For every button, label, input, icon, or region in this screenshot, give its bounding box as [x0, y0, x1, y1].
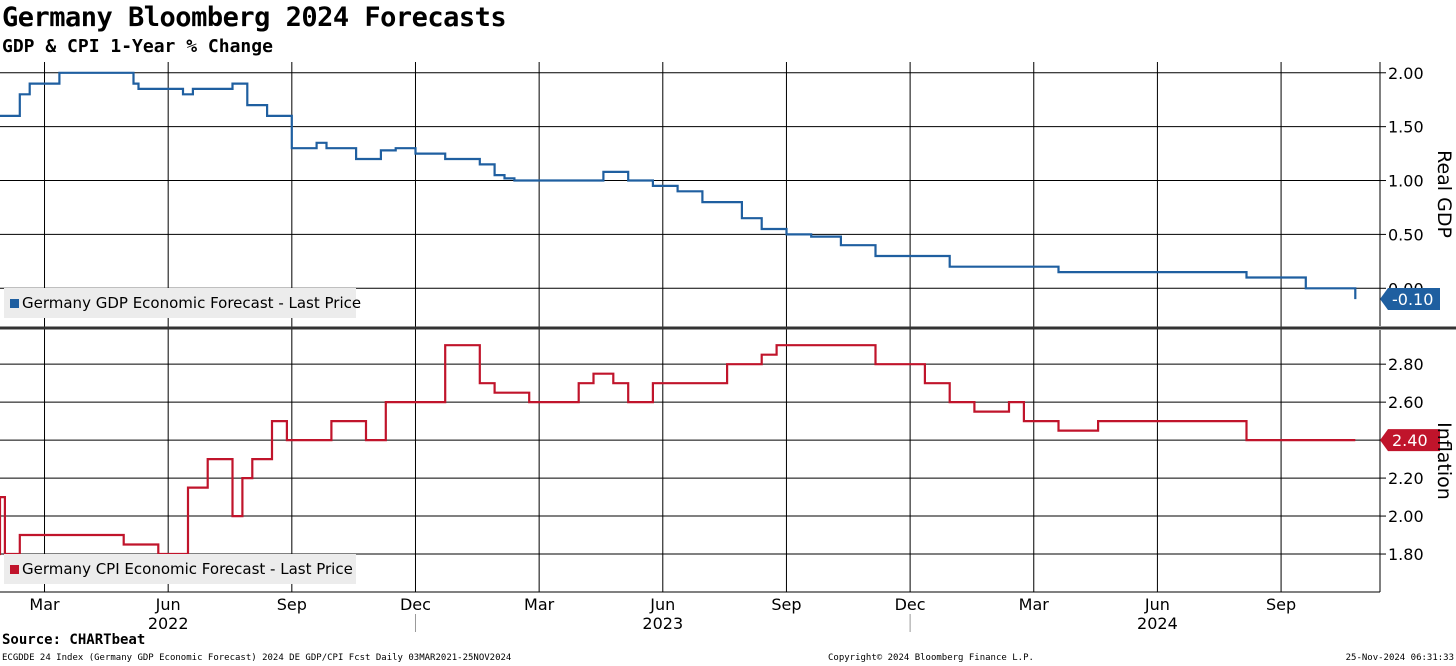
y-tick-label: 0.50: [1388, 225, 1424, 244]
y-tick-label: 1.50: [1388, 118, 1424, 137]
x-month-label: Jun: [155, 595, 181, 614]
x-month-label: Sep: [1266, 595, 1296, 614]
x-month-label: Dec: [895, 595, 926, 614]
x-month-label: Dec: [400, 595, 431, 614]
x-month-label: Sep: [771, 595, 801, 614]
x-month-label: Mar: [524, 595, 555, 614]
legend-box: [4, 554, 356, 584]
y-tick-label: 2.80: [1388, 355, 1424, 374]
y-tick-label: 1.80: [1388, 545, 1424, 564]
chart-title: Germany Bloomberg 2024 Forecasts: [2, 2, 507, 33]
gdp-series-line: [0, 71, 1357, 300]
y-tick-label: 2.00: [1388, 507, 1424, 526]
footer-copyright: Copyright© 2024 Bloomberg Finance L.P.: [828, 653, 1034, 663]
x-month-label: Jun: [1144, 595, 1170, 614]
x-month-label: Sep: [277, 595, 307, 614]
x-year-label: 2023: [642, 614, 683, 633]
x-month-label: Mar: [1019, 595, 1050, 614]
legend-label: Germany GDP Economic Forecast - Last Pri…: [22, 294, 361, 312]
y-axis-title: Real GDP: [1433, 150, 1455, 238]
y-axis-title: Inflation: [1433, 422, 1455, 500]
legend-swatch: [10, 299, 19, 308]
y-tick-label: 2.00: [1388, 64, 1424, 83]
y-tick-label: 1.00: [1388, 172, 1424, 191]
x-month-label: Mar: [29, 595, 60, 614]
legend-swatch: [10, 565, 19, 574]
x-month-label: Jun: [649, 595, 675, 614]
y-tick-label: 2.60: [1388, 393, 1424, 412]
cpi-series-line: [0, 344, 1356, 556]
legend-label: Germany CPI Economic Forecast - Last Pri…: [22, 560, 353, 578]
source-note: Source: CHARTbeat: [2, 632, 146, 648]
last-value-label: 2.40: [1392, 431, 1428, 450]
footer-timestamp: 25-Nov-2024 06:31:33: [1345, 653, 1454, 663]
y-tick-label: 2.20: [1388, 469, 1424, 488]
last-value-tag: [1380, 429, 1440, 452]
x-year-label: 2024: [1137, 614, 1178, 633]
legend-box: [4, 288, 356, 318]
chart-subtitle: GDP & CPI 1-Year % Change: [2, 36, 273, 57]
x-year-label: 2022: [148, 614, 189, 633]
footer-description: ECGDDE 24 Index (Germany GDP Economic Fo…: [2, 653, 512, 663]
last-value-label: -0.10: [1392, 290, 1433, 309]
last-value-tag: [1380, 288, 1440, 311]
